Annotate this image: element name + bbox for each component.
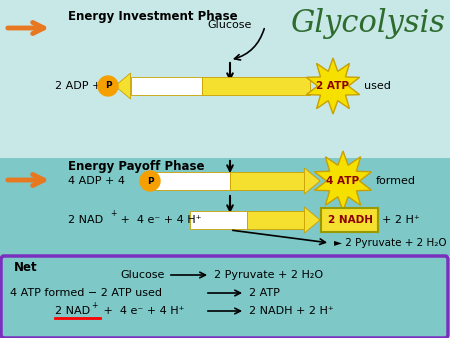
FancyBboxPatch shape: [1, 256, 448, 338]
Bar: [247, 211, 304, 229]
Bar: [130, 77, 202, 95]
Circle shape: [98, 76, 118, 96]
Text: Glucose: Glucose: [208, 20, 252, 30]
Polygon shape: [115, 73, 130, 99]
Bar: [0, 0, 450, 158]
Text: 2 NAD: 2 NAD: [68, 215, 103, 225]
Bar: [0, 158, 450, 256]
Text: Glycolysis: Glycolysis: [290, 8, 445, 39]
Text: +: +: [110, 210, 117, 218]
Circle shape: [140, 171, 160, 191]
Bar: [190, 211, 247, 229]
Text: Energy Investment Phase: Energy Investment Phase: [68, 10, 238, 23]
FancyArrowPatch shape: [234, 29, 264, 60]
Polygon shape: [306, 58, 360, 114]
FancyBboxPatch shape: [321, 208, 378, 232]
Text: used: used: [364, 81, 391, 91]
Text: Net: Net: [14, 261, 38, 274]
Text: + 2 H⁺: + 2 H⁺: [382, 215, 420, 225]
Text: formed: formed: [376, 176, 416, 186]
Text: Energy Payoff Phase: Energy Payoff Phase: [68, 160, 204, 173]
Text: +  4 e⁻ + 4 H⁺: + 4 e⁻ + 4 H⁺: [100, 306, 184, 316]
Bar: [155, 172, 230, 190]
Text: P: P: [147, 176, 153, 186]
Text: 4 ATP formed − 2 ATP used: 4 ATP formed − 2 ATP used: [10, 288, 162, 298]
Text: 2 ATP: 2 ATP: [249, 288, 280, 298]
Text: +  4 e⁻ + 4 H⁺: + 4 e⁻ + 4 H⁺: [117, 215, 202, 225]
Polygon shape: [304, 207, 320, 233]
Text: 2 NADH + 2 H⁺: 2 NADH + 2 H⁺: [249, 306, 334, 316]
Text: 4 ATP: 4 ATP: [326, 176, 360, 186]
Text: Glucose: Glucose: [121, 270, 165, 280]
Text: 2 ATP: 2 ATP: [316, 81, 350, 91]
Polygon shape: [304, 168, 320, 194]
Text: 4 ADP + 4: 4 ADP + 4: [68, 176, 125, 186]
Bar: [202, 77, 310, 95]
Text: 2 NADH: 2 NADH: [328, 215, 373, 225]
Text: P: P: [105, 81, 111, 91]
Bar: [230, 172, 304, 190]
Text: 2 ADP + 2: 2 ADP + 2: [55, 81, 112, 91]
Text: 2 Pyruvate + 2 H₂O: 2 Pyruvate + 2 H₂O: [214, 270, 323, 280]
Text: +: +: [91, 301, 97, 311]
Text: ► 2 Pyruvate + 2 H₂O: ► 2 Pyruvate + 2 H₂O: [334, 238, 446, 248]
Polygon shape: [315, 151, 372, 211]
Text: 2 NAD: 2 NAD: [55, 306, 90, 316]
